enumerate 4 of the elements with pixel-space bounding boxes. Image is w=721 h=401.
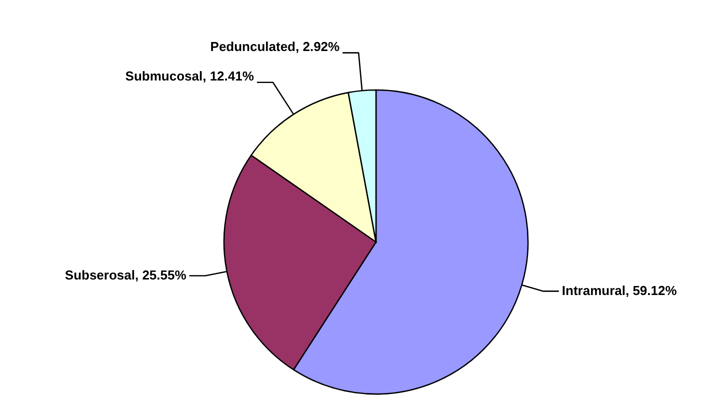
slice-label: Subserosal, 25.55% xyxy=(64,268,187,283)
slice-label: Submucosal, 12.41% xyxy=(125,68,254,84)
slice-label: Intramural, 59.12% xyxy=(562,283,678,298)
slice-label: Pedunculated, 2.92% xyxy=(210,38,340,54)
